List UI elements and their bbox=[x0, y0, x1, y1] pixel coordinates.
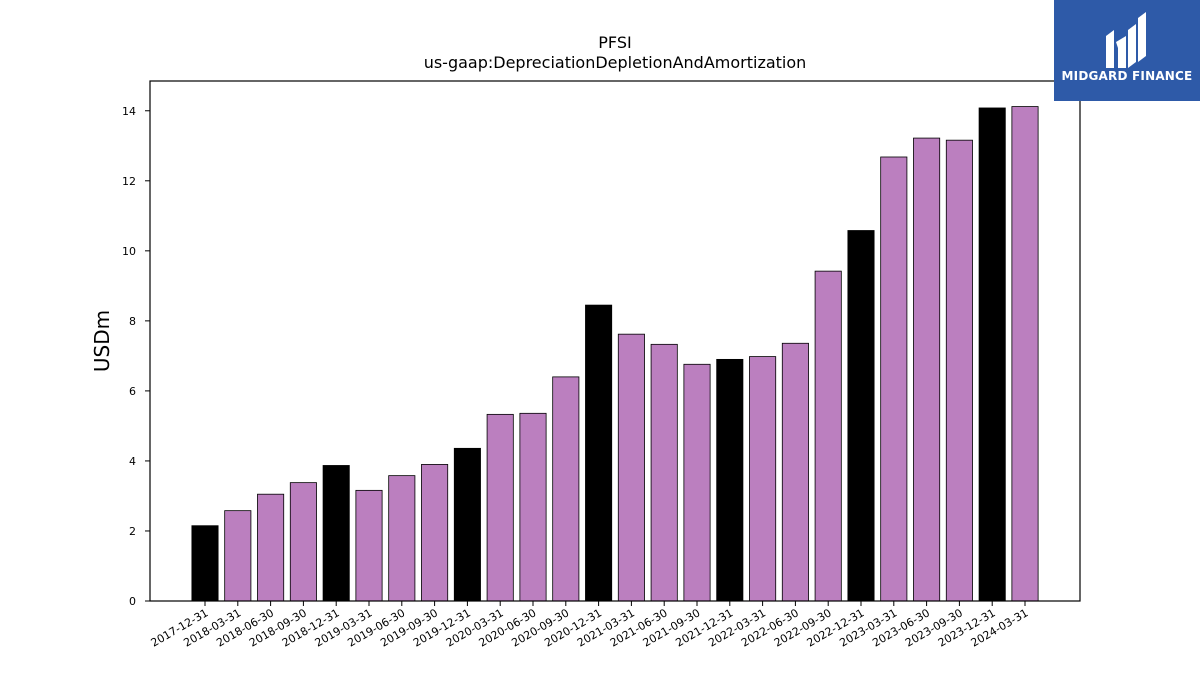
bars-group bbox=[191, 106, 1039, 602]
y-tick-label: 12 bbox=[122, 175, 136, 188]
y-tick-label: 0 bbox=[129, 595, 136, 608]
bar-2022-09-30 bbox=[814, 270, 842, 602]
y-axis-label: USDm bbox=[90, 310, 114, 372]
bar-2023-09-30 bbox=[945, 139, 973, 602]
bar-2020-03-31 bbox=[486, 413, 514, 602]
plot-frame bbox=[149, 80, 1081, 602]
bar-2022-06-30 bbox=[781, 342, 809, 602]
bar-2024-03-31 bbox=[1011, 106, 1039, 602]
y-tick-label: 2 bbox=[129, 525, 136, 538]
bar-2023-12-31 bbox=[978, 107, 1006, 602]
bar-2018-03-31 bbox=[224, 510, 252, 602]
bar-2020-09-30 bbox=[552, 376, 580, 602]
bar-2017-12-31 bbox=[191, 525, 219, 602]
midgard-logo-icon bbox=[1106, 12, 1146, 68]
y-tick-label: 14 bbox=[122, 105, 136, 118]
bar-2018-06-30 bbox=[257, 493, 285, 602]
y-tick-label: 8 bbox=[129, 315, 136, 328]
bar-2021-06-30 bbox=[650, 343, 678, 602]
x-axis: 2017-12-312018-03-312018-06-302018-09-30… bbox=[149, 601, 1031, 650]
bar-2019-06-30 bbox=[388, 475, 416, 602]
bar-2018-09-30 bbox=[289, 482, 317, 602]
y-tick-label: 4 bbox=[129, 455, 136, 468]
y-tick-label: 10 bbox=[122, 245, 136, 258]
y-tick-label: 6 bbox=[129, 385, 136, 398]
y-axis: 0 2 4 6 8 10 12 14 bbox=[122, 105, 150, 608]
chart-subtitle: us-gaap:DepreciationDepletionAndAmortiza… bbox=[424, 53, 807, 72]
bar-2020-12-31 bbox=[585, 304, 613, 602]
bar-2019-03-31 bbox=[355, 489, 383, 602]
bar-2018-12-31 bbox=[322, 465, 350, 602]
bar-2021-09-30 bbox=[683, 363, 711, 602]
bar-2023-06-30 bbox=[913, 137, 941, 602]
bar-2022-12-31 bbox=[847, 230, 875, 602]
bar-2022-03-31 bbox=[749, 356, 777, 602]
chart-title: PFSI bbox=[598, 33, 631, 52]
bar-2021-03-31 bbox=[617, 333, 645, 602]
bar-2019-12-31 bbox=[453, 447, 481, 602]
bar-2021-12-31 bbox=[716, 358, 744, 602]
bar-2019-09-30 bbox=[421, 464, 449, 602]
bar-2023-03-31 bbox=[880, 156, 908, 602]
midgard-finance-logo: MIDGARD FINANCE bbox=[1054, 0, 1200, 101]
bar-2020-06-30 bbox=[519, 412, 547, 602]
logo-text: MIDGARD FINANCE bbox=[1061, 69, 1193, 83]
